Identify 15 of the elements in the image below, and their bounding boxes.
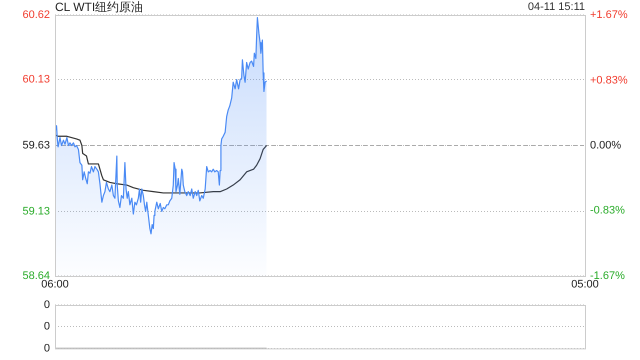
y-tick-label: 60.62: [22, 9, 50, 22]
x-tick-label: 06:00: [41, 278, 69, 291]
y-tick-label: 0: [44, 320, 50, 333]
y-tick-label: 0: [44, 342, 50, 354]
y-tick-label: 60.13: [22, 74, 50, 86]
y2-tick-label: -0.83%: [590, 204, 626, 216]
y-tick-label: 59.13: [22, 205, 50, 218]
y2-tick-label: +1.67%: [590, 9, 628, 22]
x-tick-label: 05:00: [571, 278, 599, 291]
chart-title: CL WTI纽约原油: [55, 0, 144, 14]
y-tick-label: 0: [44, 299, 50, 312]
y-tick-label: 59.63: [22, 140, 50, 152]
y2-tick-label: 0.00%: [590, 140, 622, 152]
y2-tick-label: +0.83%: [590, 74, 628, 87]
text: 04-11 15:11: [528, 1, 585, 14]
